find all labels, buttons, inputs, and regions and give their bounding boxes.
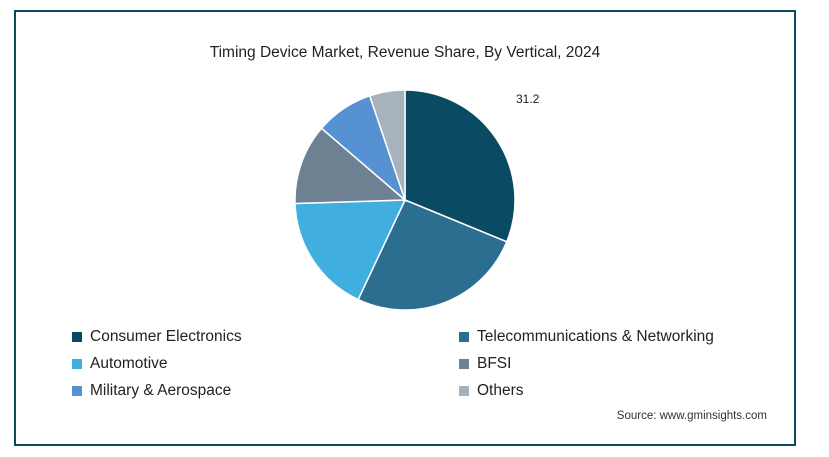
pie-slice-bfsi: [294, 127, 407, 205]
legend-item: Consumer Electronics: [72, 328, 242, 346]
legend-label: Military & Aerospace: [90, 382, 232, 399]
legend-item: Military & Aerospace: [72, 382, 231, 400]
legend-item: Automotive: [72, 355, 168, 373]
legend-swatch: [72, 332, 82, 342]
legend-swatch: [72, 359, 82, 369]
source-note: Source: www.gminsights.com: [616, 410, 767, 422]
legend-item: BFSI: [459, 355, 511, 373]
pie-slice-consumer-electronics: [404, 89, 516, 243]
legend-item: Telecommunications & Networking: [459, 328, 714, 346]
legend-swatch: [459, 359, 469, 369]
legend-label: Telecommunications & Networking: [477, 328, 714, 345]
legend-label: Automotive: [90, 355, 168, 372]
legend-label: Consumer Electronics: [90, 328, 242, 345]
legend-swatch: [459, 332, 469, 342]
pie-chart: 31.2%: [294, 89, 540, 311]
legend-swatch: [72, 386, 82, 396]
pie-slice-automotive: [294, 199, 407, 301]
pie-slice-telecommunications-networking: [357, 199, 508, 311]
legend-swatch: [459, 386, 469, 396]
legend-item: Others: [459, 382, 524, 400]
chart-title: Timing Device Market, Revenue Share, By …: [209, 44, 601, 61]
legend-label: Others: [477, 382, 524, 399]
data-label: 31.2%: [516, 92, 540, 106]
legend-label: BFSI: [477, 355, 512, 372]
pie-slice-others: [368, 89, 406, 201]
